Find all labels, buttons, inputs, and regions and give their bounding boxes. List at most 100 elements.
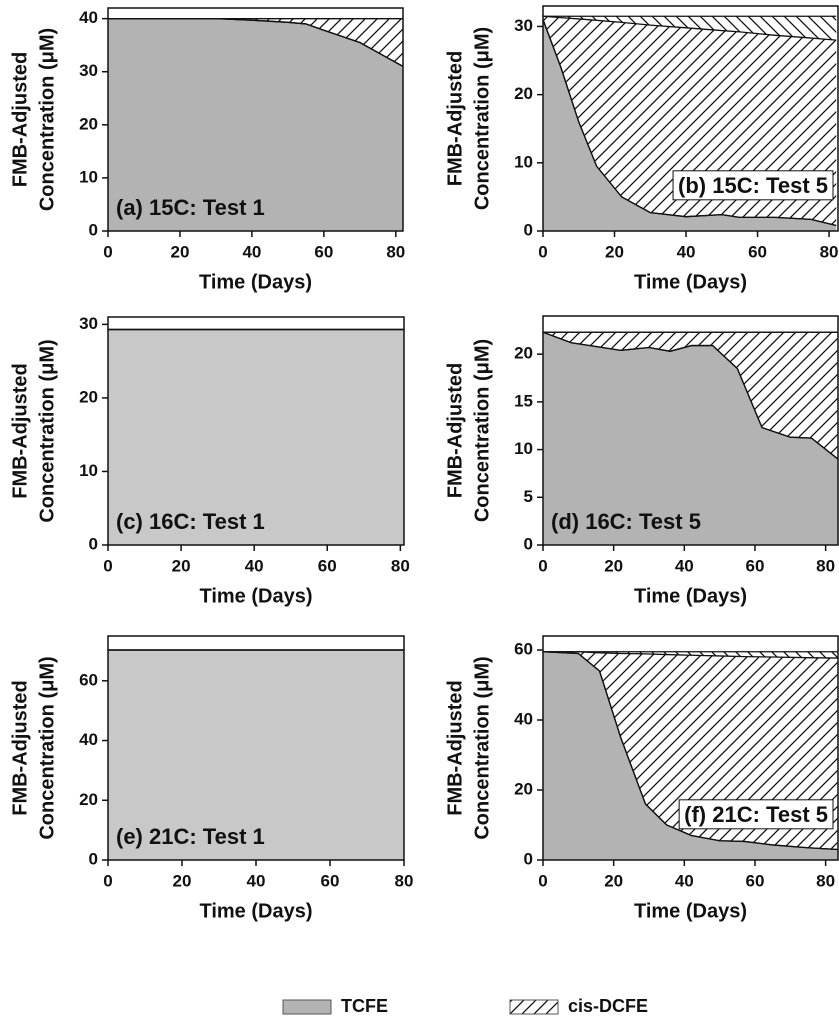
area-edge [543,651,838,659]
y-tick-label: 60 [79,670,98,689]
y-tick-label: 0 [524,534,533,553]
area-edge [543,651,838,851]
y-tick-label: 0 [524,849,533,868]
x-tick-label: 80 [816,556,835,575]
x-axis-title: Time (Days) [634,585,747,607]
plot-frame [107,316,405,546]
plot-frame [542,635,839,861]
x-tick-label: 60 [314,242,333,261]
plot-area [108,17,403,231]
y-axis-title: Concentration (μM) [471,339,493,522]
area [543,332,838,545]
x-tick-label: 40 [247,871,266,890]
y-axis-title: FMB-Adjusted [444,680,466,816]
legend-label: cis-DCFE [568,996,648,1016]
x-tick-label: 20 [604,556,623,575]
y-tick-label: 10 [514,439,533,458]
x-axis-title: Time (Days) [199,585,312,607]
x-tick-label: 40 [245,556,264,575]
panel-label: (a) 15C: Test 1 [116,195,265,220]
x-tick-label: 40 [677,242,696,261]
y-tick-label: 40 [79,730,98,749]
y-tick-label: 0 [89,534,98,553]
y-tick-label: 40 [514,709,533,728]
area [108,650,404,860]
y-tick-label: 30 [514,16,533,35]
y-tick-label: 20 [514,779,533,798]
y-tick-label: 10 [514,152,533,171]
x-tick-label: 0 [103,871,112,890]
x-axis-title: Time (Days) [634,900,747,922]
x-tick-label: 80 [820,242,839,261]
legend-swatch [509,999,559,1015]
y-tick-label: 30 [79,314,98,333]
x-tick-label: 80 [395,871,414,890]
x-tick-label: 20 [605,242,624,261]
y-tick-label: 40 [79,8,98,27]
y-tick-label: 0 [89,849,98,868]
y-tick-label: 10 [79,461,98,480]
x-tick-label: 40 [675,871,694,890]
panel-label-box [678,799,834,830]
area-edge [543,331,838,460]
x-tick-label: 20 [170,242,189,261]
y-axis-title: Concentration (μM) [36,656,58,839]
x-tick-label: 80 [816,871,835,890]
y-tick-label: 0 [524,220,533,239]
x-axis-title: Time (Days) [199,271,312,293]
legend-swatch [282,999,332,1015]
x-axis-title: Time (Days) [199,900,312,922]
x-tick-label: 80 [386,242,405,261]
y-axis-title: Concentration (μM) [36,28,58,211]
x-tick-label: 60 [746,556,765,575]
y-tick-label: 20 [79,114,98,133]
area [543,651,838,860]
panel-label-box [672,170,834,201]
y-tick-label: 15 [514,391,533,410]
panel-label: (e) 21C: Test 1 [116,824,265,849]
y-axis-title: Concentration (μM) [471,656,493,839]
x-tick-label: 40 [675,556,694,575]
x-tick-label: 0 [103,242,112,261]
y-tick-label: 0 [89,220,98,239]
x-tick-label: 20 [604,871,623,890]
x-tick-label: 0 [538,556,547,575]
plot-area [108,328,404,545]
plot-frame [542,5,839,232]
x-tick-label: 40 [242,242,261,261]
plot-frame [107,7,404,232]
legend-label: TCFE [341,996,388,1016]
x-tick-label: 60 [748,242,767,261]
y-axis-title: FMB-Adjusted [9,363,31,499]
y-axis-title: FMB-Adjusted [444,363,466,499]
panel-label: (d) 16C: Test 5 [551,509,701,534]
x-tick-label: 60 [321,871,340,890]
area-edge [543,15,837,41]
area [108,329,404,545]
y-tick-label: 60 [514,639,533,658]
y-axis-title: Concentration (μM) [36,339,58,522]
area [543,332,838,460]
x-tick-label: 20 [173,871,192,890]
plot-area [108,649,404,860]
area [108,18,403,231]
plot-frame [542,315,839,546]
y-tick-label: 30 [79,61,98,80]
area [543,19,837,231]
x-tick-label: 80 [391,556,410,575]
panel-label: (c) 16C: Test 1 [116,509,265,534]
plot-area [543,331,838,545]
y-tick-label: 20 [514,344,533,363]
area-edge [543,19,837,227]
x-tick-label: 60 [746,871,765,890]
x-tick-label: 0 [538,871,547,890]
x-tick-label: 60 [318,556,337,575]
panel-label: (f) 21C: Test 5 [684,802,828,827]
y-axis-title: FMB-Adjusted [9,680,31,816]
y-axis-title: FMB-Adjusted [444,51,466,187]
y-axis-title: Concentration (μM) [471,27,493,210]
x-axis-title: Time (Days) [634,271,747,293]
y-tick-label: 20 [79,387,98,406]
area [543,16,837,41]
y-tick-label: 20 [514,84,533,103]
